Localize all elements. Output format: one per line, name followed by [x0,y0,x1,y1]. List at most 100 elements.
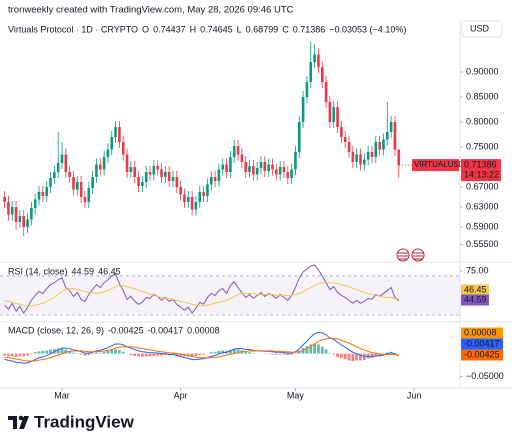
histogram-bar [64,349,68,354]
histogram-bar [374,353,378,357]
y-tick-label: 75.00 [466,265,489,275]
value-badge-label: 0.00008 [464,327,497,337]
candle-body [141,182,144,186]
candle-body [259,162,263,168]
histogram-bar [140,353,144,357]
candle-body [389,122,393,132]
histogram-bar [45,350,49,354]
legend-value: -0.00417 [148,325,184,335]
histogram-bar [332,353,336,355]
histogram-bar [137,353,140,357]
candle-body [263,162,267,171]
histogram-bar [110,349,114,354]
macd-line [4,331,399,364]
candle-body [374,142,378,157]
candle-body [190,197,194,210]
candle-body [355,154,358,162]
y-tick-label: 0.63000 [466,201,499,211]
histogram-bar [163,353,167,355]
candle-body [255,168,259,175]
histogram-bar [217,350,221,354]
candle-body [248,166,251,172]
value-badge [461,338,503,350]
candle-body [171,177,175,181]
candle-body [206,184,209,196]
rsi-line [4,282,399,307]
logo-mark [19,416,29,429]
candle-body [56,163,60,172]
candle-body [33,199,37,208]
candle-body [183,194,186,202]
candle-body [286,172,290,178]
candle-body [397,149,401,166]
candle-body [98,164,102,170]
ohlc-value: 0.74437 [153,24,186,34]
candle-body [118,127,121,142]
histogram-bar [313,343,316,354]
macd-line [4,337,399,362]
ohlc-key: C [282,24,289,34]
histogram-bar [26,353,29,356]
histogram-bar [144,353,148,357]
y-tick-label: 0.59000 [466,221,499,231]
candle-body [221,164,225,170]
value-badge-label: -0.00417 [464,338,500,348]
histogram-bar [3,353,6,356]
candle-body [22,216,26,227]
candle-body [102,157,106,170]
candle-body [179,187,182,195]
histogram-bar [290,353,294,355]
histogram-bar [175,353,179,356]
histogram-bar [7,353,10,357]
candle-body [152,166,156,175]
histogram-bar [72,352,75,354]
ohlc-key: L [237,24,242,34]
candle-body [202,192,205,196]
candle-body [129,167,133,172]
candle-body [7,202,10,215]
last-price-badge [461,159,501,182]
histogram-bar [190,353,194,357]
candle-body [87,188,91,202]
flag-stripes [413,252,423,260]
candle-body [313,54,316,62]
histogram-bar [244,351,248,354]
candle-body [148,172,152,175]
x-tick-label: Mar [54,390,70,400]
candle-body [114,127,117,137]
candle-body [236,146,240,155]
candle-body [110,137,114,150]
histogram-bar [309,344,313,354]
candle-body [347,142,351,152]
candle-body [229,157,232,172]
candle-body [72,177,75,190]
histogram-bar [228,349,232,354]
y-tick-label: 0.80000 [466,116,499,126]
candle-body [301,97,305,122]
histogram-bar [68,350,72,354]
candle-body [282,167,286,172]
histogram-bar [194,353,198,356]
currency-box[interactable] [461,20,503,38]
candle-body [225,164,228,172]
candle-body [45,187,48,196]
histogram-bar [79,353,83,355]
y-tick-label: 0.90000 [466,66,499,76]
y-tick-label: −0.05000 [466,371,504,381]
candle-body [186,197,190,202]
flag-icon [396,248,410,262]
rsi-band [0,275,460,316]
candle-body [14,207,18,222]
ohlc-value: 0.74645 [200,24,233,34]
change: −0.03053 (−4.10%) [329,24,406,34]
ohlc-value: 0.68799 [246,24,279,34]
value-badge [461,294,489,306]
histogram-bar [286,353,290,355]
candle-body [252,166,255,175]
value-badge [461,284,489,296]
currency[interactable]: USD [470,23,490,33]
histogram-bar [37,351,41,354]
candle-body [385,132,389,140]
